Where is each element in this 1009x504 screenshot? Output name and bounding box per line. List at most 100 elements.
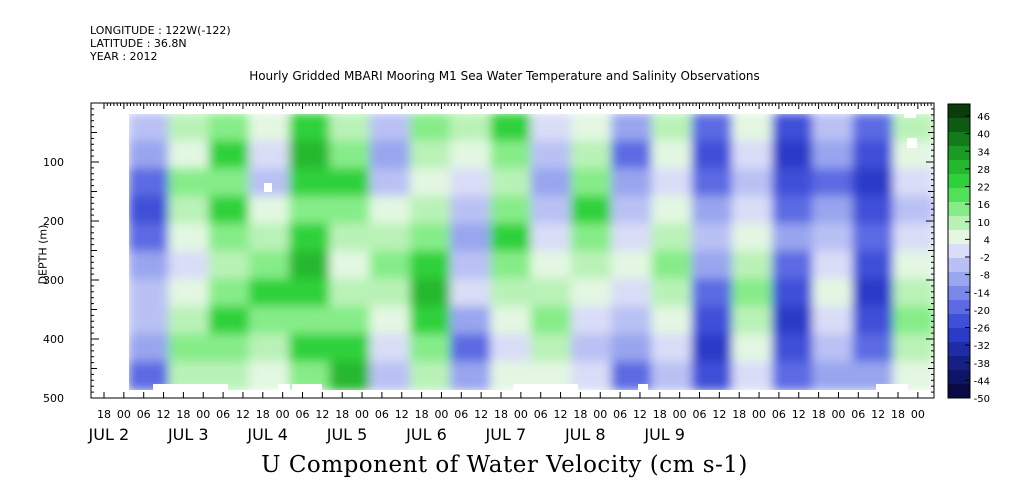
heatmap-cell <box>530 140 573 171</box>
heatmap-cell <box>691 251 734 281</box>
x-tick-label: 12 <box>157 408 171 421</box>
heatmap-cell <box>852 278 895 309</box>
colorbar-label: 46 <box>977 112 990 123</box>
heatmap-cell <box>731 114 775 143</box>
colorbar-label: -8 <box>980 271 990 282</box>
x-tick-label: 00 <box>196 408 210 421</box>
colorbar-label: -44 <box>974 376 990 387</box>
heatmap-cell <box>651 168 694 198</box>
missing-data-patch <box>513 384 578 390</box>
colorbar-swatch <box>948 370 970 385</box>
longitude-label: LONGITUDE : 122W(-122) <box>90 24 231 37</box>
y-tick-label: 400 <box>43 333 64 346</box>
heatmap-cell <box>812 114 855 143</box>
heatmap-cell <box>611 140 654 171</box>
x-tick-label: 12 <box>395 408 409 421</box>
x-tick-label: 00 <box>117 408 131 421</box>
heatmap-cell <box>812 278 855 309</box>
heatmap-cell <box>611 168 654 198</box>
colorbar-swatch <box>948 244 970 259</box>
heatmap-cell <box>812 168 855 198</box>
heatmap-cell <box>129 223 171 253</box>
chart-title: Hourly Gridded MBARI Mooring M1 Sea Wate… <box>249 69 760 83</box>
heatmap-cell <box>248 251 292 281</box>
colorbar-label: -32 <box>974 341 990 352</box>
colorbar-frame <box>947 103 971 399</box>
heatmap-cell <box>490 251 533 281</box>
heatmap-cell <box>450 168 493 198</box>
x-tick-label: 06 <box>534 408 548 421</box>
x-tick-label: 18 <box>335 408 349 421</box>
heatmap-cell <box>772 223 815 253</box>
x-tick-label: 18 <box>415 408 429 421</box>
colorbar-label: -20 <box>974 306 990 317</box>
x-tick-label: 18 <box>256 408 270 421</box>
heatmap-cell <box>731 140 775 171</box>
heatmap-cell <box>450 333 493 364</box>
heatmap-cell <box>208 223 251 253</box>
heatmap-cell <box>329 278 372 309</box>
heatmap-cell <box>852 333 895 364</box>
colorbar-swatch <box>948 230 970 245</box>
heatmap-cell <box>852 114 895 143</box>
colorbar-swatch <box>948 174 970 189</box>
colorbar-label: -14 <box>974 288 990 299</box>
x-tick-label: 18 <box>812 408 826 421</box>
heatmap-cell <box>490 168 533 198</box>
colorbar-label: 22 <box>977 183 990 194</box>
heatmap-cell <box>129 333 171 364</box>
x-day-label: JUL 2 <box>88 425 130 444</box>
heatmap-cell <box>530 278 573 309</box>
x-tick-label: 00 <box>911 408 925 421</box>
heatmap-cell <box>691 114 734 143</box>
y-tick-label: 300 <box>43 274 64 287</box>
heatmap-cell <box>892 278 934 309</box>
heatmap-cell <box>490 140 533 171</box>
heatmap-cell <box>289 195 332 226</box>
missing-data-patch <box>153 384 228 390</box>
y-tick-label: 200 <box>43 215 64 228</box>
heatmap-cell <box>651 333 694 364</box>
x-tick-label: 18 <box>494 408 508 421</box>
x-day-label: JUL 5 <box>326 425 368 444</box>
heatmap-cell <box>248 306 292 336</box>
heatmap-cell <box>369 140 412 171</box>
heatmap-cell <box>651 306 694 336</box>
heatmap-cell <box>450 306 493 336</box>
heatmap-cell <box>611 278 654 309</box>
colorbar-swatch <box>948 160 970 175</box>
heatmap-cell <box>248 223 292 253</box>
heatmap-cell <box>611 195 654 226</box>
x-tick-label: 06 <box>613 408 627 421</box>
heatmap-cell <box>289 251 332 281</box>
colorbar-swatch <box>948 146 970 161</box>
heatmap-cell <box>691 168 734 198</box>
heatmap-cell <box>450 195 493 226</box>
x-axis: 18 00 06 12 18 00 06 12 18 00 06 12 18 00 06 12 18 00 06 12… <box>88 103 932 444</box>
heatmap-cell <box>892 251 934 281</box>
heatmap-cell <box>168 114 211 143</box>
heatmap-cell <box>490 195 533 226</box>
heatmap-cell <box>409 114 453 143</box>
year-label: YEAR : 2012 <box>90 50 158 63</box>
x-tick-label: 00 <box>514 408 528 421</box>
colorbar-swatch <box>948 118 970 133</box>
heatmap-cell <box>852 251 895 281</box>
heatmap-cell <box>409 361 453 390</box>
heatmap-cell <box>168 278 211 309</box>
x-tick-label: 06 <box>296 408 310 421</box>
heatmap-cell <box>731 223 775 253</box>
x-day-label: JUL 7 <box>485 425 527 444</box>
heatmap-cell <box>129 140 171 171</box>
heatmap-cell <box>812 333 855 364</box>
heatmap-cell <box>570 306 614 336</box>
heatmap-cell <box>248 140 292 171</box>
heatmap-cell <box>772 361 815 390</box>
heatmap-cell <box>852 168 895 198</box>
heatmap-cell <box>369 251 412 281</box>
heatmap-cell <box>611 114 654 143</box>
heatmap-cell <box>289 223 332 253</box>
heatmap-cell <box>329 361 372 390</box>
heatmap-cell <box>329 114 372 143</box>
x-axis-title: U Component of Water Velocity (cm s-1) <box>261 452 748 478</box>
